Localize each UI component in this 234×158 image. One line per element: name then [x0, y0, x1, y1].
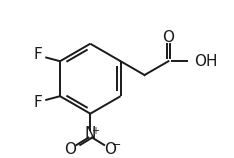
Text: F: F — [34, 95, 43, 110]
Text: O: O — [162, 30, 175, 45]
Text: F: F — [34, 47, 43, 62]
Text: O: O — [64, 142, 76, 157]
Text: −: − — [111, 140, 121, 150]
Text: N: N — [85, 126, 96, 141]
Text: OH: OH — [194, 54, 218, 69]
Text: O: O — [104, 142, 116, 157]
Text: +: + — [91, 126, 99, 136]
